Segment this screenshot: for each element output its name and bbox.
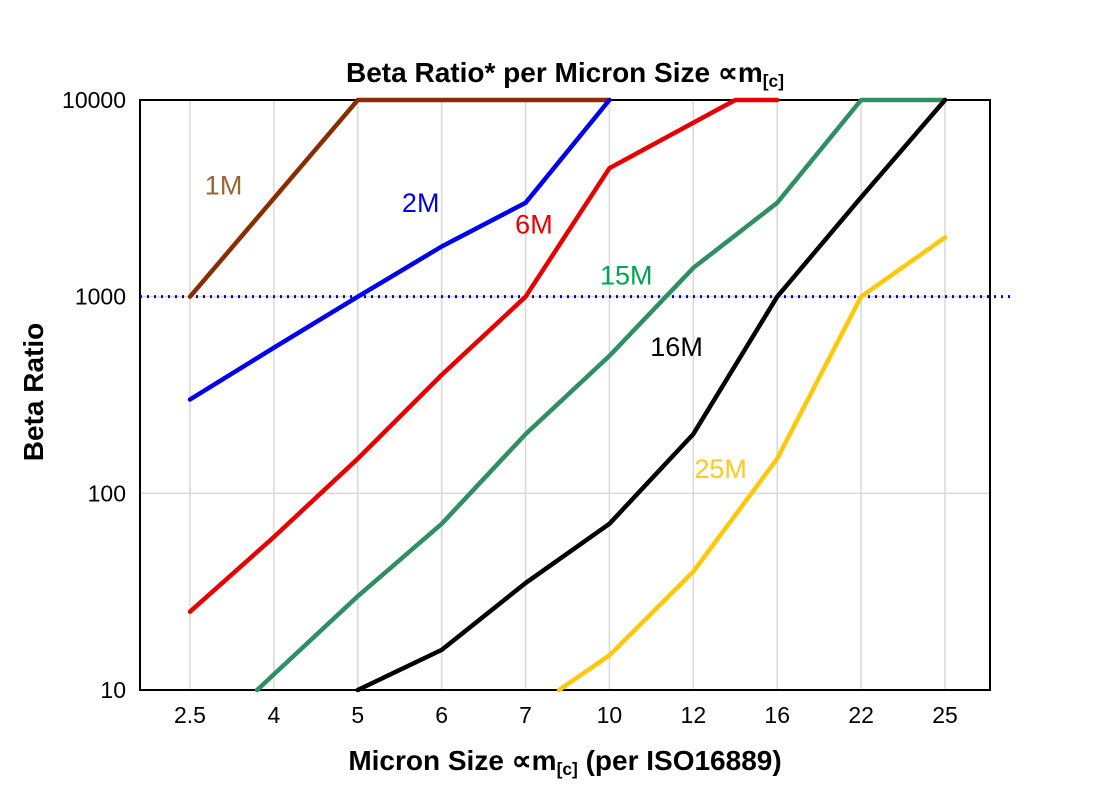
x-tick-label: 6 — [435, 702, 448, 728]
series-line-6M — [187, 97, 780, 614]
series-line-2M — [187, 97, 612, 402]
series-label-1M: 1M — [205, 171, 243, 201]
x-tick-label: 4 — [267, 702, 280, 728]
series-label-15M: 15M — [600, 261, 653, 291]
x-tick-label: 22 — [848, 702, 874, 728]
y-tick-label: 10000 — [62, 87, 126, 113]
x-tick-label: 10 — [597, 702, 623, 728]
series-line-15M — [254, 97, 948, 693]
series-line-1M — [187, 97, 612, 299]
series-label-16M: 16M — [650, 332, 703, 362]
series-label-25M: 25M — [694, 454, 747, 484]
y-tick-label: 100 — [88, 480, 126, 506]
x-axis-title-suffix: (per ISO16889) — [577, 745, 782, 776]
x-tick-label: 12 — [681, 702, 707, 728]
chart-title-subscript: [c] — [762, 70, 784, 91]
chart-title: Beta Ratio* per Micron Size ∝m[c] — [140, 56, 990, 91]
x-axis-title: Micron Size ∝m[c] (per ISO16889) — [140, 744, 990, 779]
x-tick-label: 7 — [519, 702, 532, 728]
x-tick-label: 5 — [351, 702, 364, 728]
x-tick-label: 16 — [764, 702, 790, 728]
series-line-25M — [556, 235, 948, 693]
chart-title-text: Beta Ratio* per Micron Size ∝m — [346, 57, 763, 88]
series-label-6M: 6M — [515, 209, 553, 239]
series-line-16M — [355, 97, 948, 693]
x-axis-title-text: Micron Size ∝m — [348, 745, 557, 776]
x-axis-title-subscript: [c] — [556, 758, 578, 779]
x-tick-label: 2.5 — [174, 702, 206, 728]
x-tick-label: 25 — [932, 702, 958, 728]
y-tick-label: 10 — [100, 677, 126, 703]
series-label-2M: 2M — [402, 188, 440, 218]
y-tick-label: 1000 — [75, 284, 126, 310]
